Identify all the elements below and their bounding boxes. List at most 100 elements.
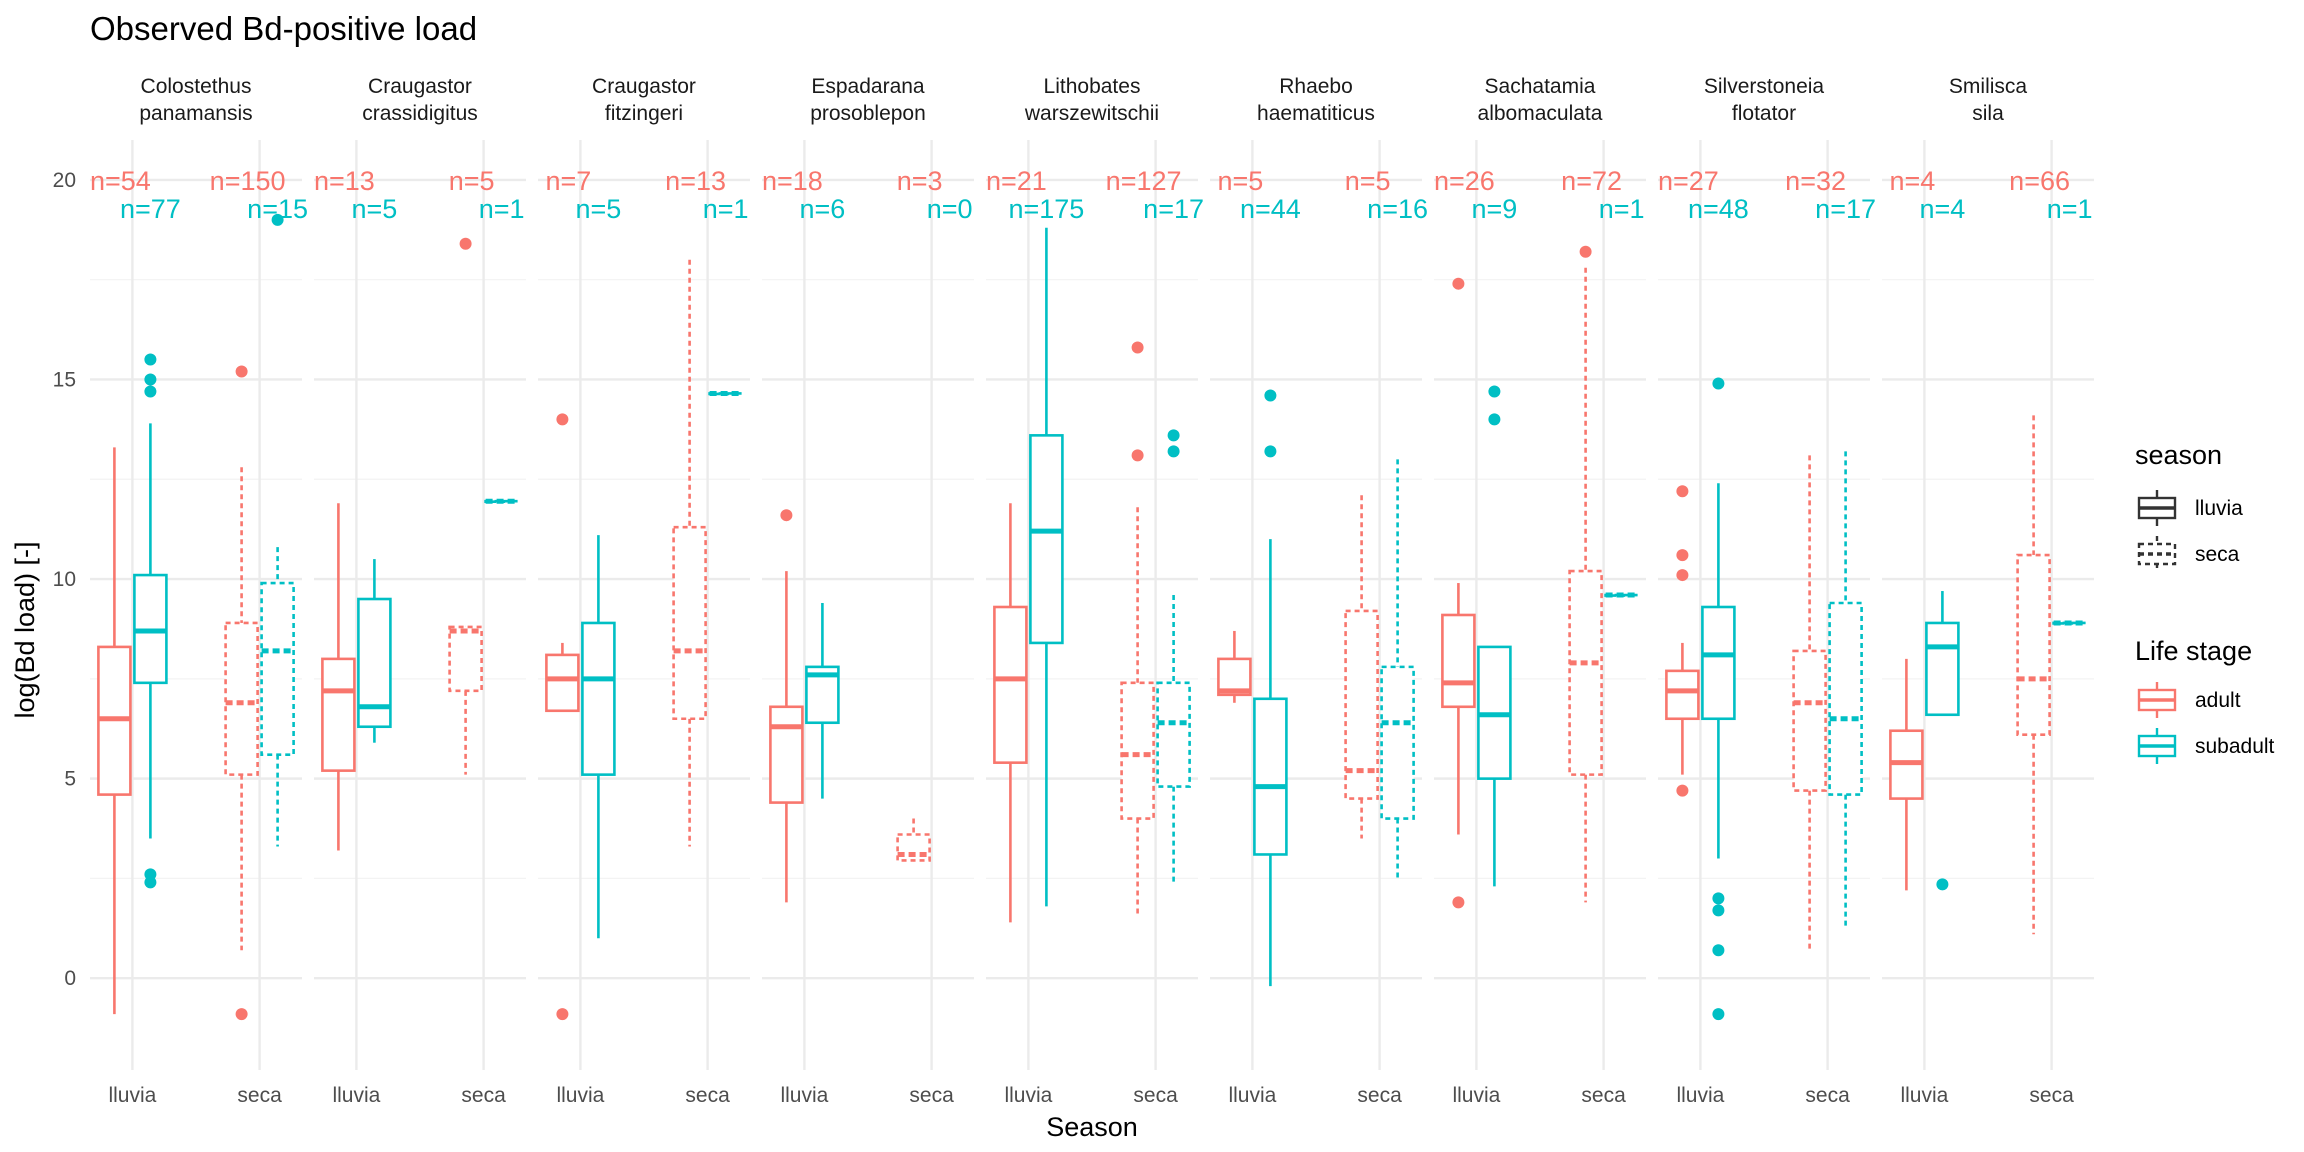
box-iqr	[993, 605, 1028, 764]
box-lluvia-subadult	[1029, 227, 1064, 907]
y-tick-label: 0	[64, 967, 76, 990]
box-iqr	[1792, 649, 1827, 792]
box-lluvia-subadult	[581, 535, 616, 939]
box-iqr	[1380, 665, 1415, 820]
count-label-adult: n=5	[1217, 166, 1263, 196]
box-iqr	[1029, 434, 1064, 645]
x-tick-label: seca	[1805, 1084, 1850, 1107]
chart-title: Observed Bd-positive load	[90, 10, 477, 47]
box-lluvia-subadult	[133, 353, 168, 889]
facet-label-line2: crassidigitus	[362, 102, 478, 125]
box-seca-subadult	[708, 390, 743, 396]
outlier-point	[1712, 1008, 1725, 1021]
outlier-point	[556, 1008, 569, 1021]
box-iqr	[224, 621, 259, 776]
outlier-point	[1936, 878, 1949, 891]
count-label-adult: n=32	[1785, 166, 1846, 196]
count-label-adult: n=72	[1561, 166, 1622, 196]
outlier-point	[144, 876, 157, 889]
box-iqr	[1828, 601, 1863, 796]
x-tick-label: lluvia	[1452, 1084, 1500, 1107]
y-tick-label: 20	[53, 169, 76, 192]
box-lluvia-subadult	[1701, 377, 1736, 1021]
box-lluvia-adult	[1441, 277, 1476, 909]
count-label-adult: n=127	[1106, 166, 1182, 196]
box-iqr	[672, 525, 707, 721]
box-iqr	[1156, 681, 1191, 788]
box-lluvia-subadult	[805, 603, 840, 799]
facet-panels: Colostethus panamansis lluvia seca n=54n=77 n…	[90, 75, 2094, 1107]
count-label-subadult: n=17	[1815, 194, 1876, 224]
x-tick-label: seca	[237, 1084, 282, 1107]
box-lluvia-adult	[545, 413, 580, 1021]
count-label-subadult: n=1	[479, 194, 525, 224]
box-iqr	[321, 657, 356, 772]
box-lluvia-subadult	[1925, 591, 1960, 891]
outlier-point	[1264, 445, 1277, 458]
legend-label-seca: seca	[2195, 543, 2240, 566]
outlier-point	[1712, 904, 1725, 917]
box-lluvia-adult	[321, 503, 356, 851]
box-seca-subadult	[1828, 451, 1863, 927]
box-lluvia-subadult	[1477, 385, 1512, 887]
box-iqr	[1701, 605, 1736, 721]
box-lluvia-adult	[769, 509, 804, 903]
legend-key-lluvia	[2137, 490, 2177, 526]
box-seca-subadult	[1380, 459, 1415, 879]
outlier-point	[1712, 892, 1725, 905]
facet-label-line1: Smilisca	[1949, 75, 2027, 98]
box-iqr	[769, 705, 804, 804]
box-seca-adult	[1120, 341, 1155, 915]
count-label-adult: n=21	[986, 166, 1047, 196]
count-label-adult: n=7	[545, 166, 591, 196]
box-seca-adult	[1568, 245, 1603, 903]
box-lluvia-subadult	[357, 559, 392, 743]
box-seca-adult	[224, 365, 259, 1021]
box-iqr	[581, 621, 616, 776]
y-tick-label: 5	[64, 768, 76, 791]
box-lluvia-subadult	[1253, 389, 1288, 987]
count-label-adult: n=54	[90, 166, 151, 196]
outlier-point	[235, 1008, 248, 1021]
box-lluvia-adult	[97, 447, 132, 1015]
legend-key-subadult	[2137, 728, 2177, 764]
box-iqr	[1120, 681, 1155, 820]
outlier-point	[1579, 245, 1592, 258]
x-tick-label: seca	[1133, 1084, 1178, 1107]
box-seca-subadult	[484, 498, 519, 504]
outlier-point	[1452, 277, 1465, 290]
box-iqr	[1253, 697, 1288, 856]
x-axis-title: Season	[1046, 1112, 1138, 1142]
legend-title-season: season	[2135, 440, 2222, 470]
count-label-subadult: n=1	[2047, 194, 2093, 224]
box-iqr	[1344, 609, 1379, 800]
outlier-point	[556, 413, 569, 426]
box-seca-adult	[2016, 415, 2051, 935]
legend-title-life-stage: Life stage	[2135, 636, 2252, 666]
facet-label-line2: warszewitschii	[1024, 102, 1159, 125]
legend-label-subadult: subadult	[2195, 735, 2275, 758]
facet-panel: Craugastor fitzingeri lluvia seca n=7n=5 n=13…	[538, 75, 750, 1107]
box-seca-adult	[1792, 455, 1827, 951]
x-tick-label: seca	[2029, 1084, 2074, 1107]
count-label-adult: n=4	[1889, 166, 1935, 196]
facet-label-line2: albomaculata	[1478, 102, 1603, 125]
outlier-point	[1264, 389, 1277, 402]
facet-label-line2: fitzingeri	[605, 102, 683, 125]
box-iqr	[1665, 669, 1700, 721]
facet-label-line2: sila	[1972, 102, 2004, 125]
x-tick-label: seca	[1581, 1084, 1626, 1107]
count-label-subadult: n=9	[1471, 194, 1517, 224]
facet-panel: Silverstoneia flotator lluvia seca n=27n=48 n…	[1658, 75, 1876, 1107]
outlier-point	[780, 509, 793, 522]
box-seca-adult	[448, 237, 483, 775]
count-label-adult: n=5	[449, 166, 495, 196]
legend-key-adult	[2137, 682, 2177, 718]
facet-label-line2: haematiticus	[1257, 102, 1375, 125]
outlier-point	[1131, 449, 1144, 462]
outlier-point	[144, 385, 157, 398]
legend-key-seca	[2137, 536, 2177, 572]
x-tick-label: seca	[685, 1084, 730, 1107]
